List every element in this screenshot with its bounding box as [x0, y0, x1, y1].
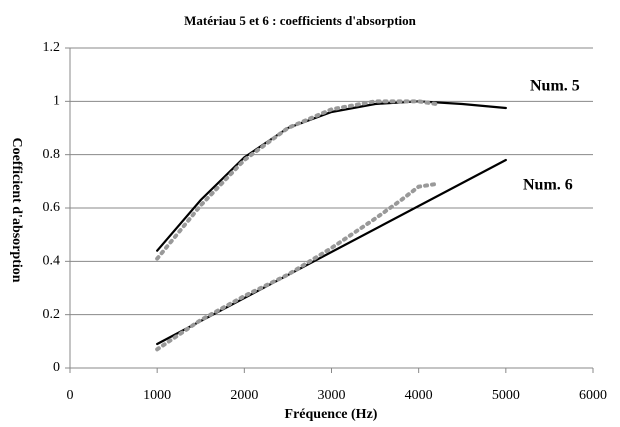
y-tick-label: 0.4	[43, 254, 61, 269]
x-axis-label: Fréquence (Hz)	[285, 407, 378, 422]
x-tick-label: 5000	[492, 388, 520, 403]
y-tick-label: 0.8	[43, 147, 61, 162]
measured-line	[155, 99, 439, 261]
y-axis-label: Coefficient d'absorption	[9, 137, 24, 282]
chart-title: Matériau 5 et 6 : coefficients d'absorpt…	[184, 13, 417, 28]
y-tick-label: 1.2	[43, 40, 61, 55]
y-tick-label: 0.2	[43, 307, 61, 322]
x-tick-label: 6000	[579, 388, 607, 403]
model-line	[156, 100, 507, 252]
x-tick-label: 2000	[230, 388, 258, 403]
y-tick-label: 1	[53, 94, 60, 109]
y-tick-label: 0.6	[43, 200, 61, 215]
x-tick-label: 1000	[143, 388, 171, 403]
y-tick-label: 0	[53, 360, 60, 375]
annotation: Num. 6	[523, 177, 573, 194]
annotation: Num. 5	[530, 78, 580, 95]
x-tick-label: 0	[67, 388, 74, 403]
measured-line	[155, 182, 439, 352]
x-tick-label: 4000	[405, 388, 433, 403]
x-tick-label: 3000	[318, 388, 346, 403]
